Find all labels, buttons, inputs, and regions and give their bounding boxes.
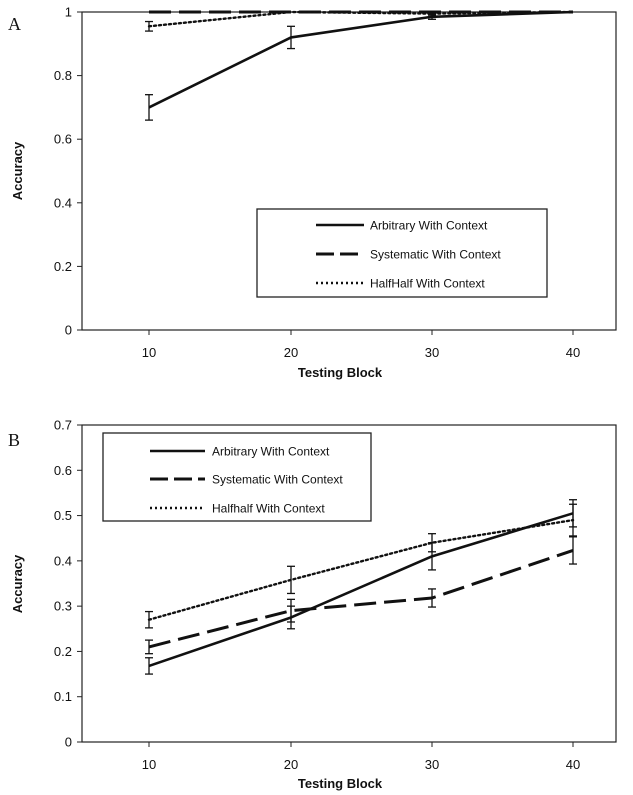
error-bar [145,20,153,32]
error-bar [145,657,153,675]
x-axis-title: Testing Block [298,365,383,380]
panel-label-A: A [8,14,21,34]
y-tick-label: 0.4 [54,553,72,568]
series-line-dotted [147,10,575,28]
y-axis-title: Accuracy [10,554,25,613]
error-bar [428,533,436,553]
y-tick-label: 0.4 [54,195,72,210]
y-tick-label: 0.3 [54,599,72,614]
y-axis-title: Accuracy [10,141,25,200]
y-tick-label: 0.7 [54,418,72,433]
y-tick-label: 0.2 [54,259,72,274]
y-tick-label: 0.2 [54,644,72,659]
y-tick-label: 0 [65,323,72,338]
y-tick-label: 1 [65,5,72,20]
panel-label-B: B [8,430,20,450]
legend-label: Systematic With Context [370,248,501,262]
legend-label: Halfhalf With Context [212,502,325,516]
legend-box [256,208,548,298]
legend-box [102,432,372,522]
y-tick-label: 0.1 [54,689,72,704]
error-bar [428,11,436,16]
y-tick-label: 0.6 [54,463,72,478]
x-tick-label: 10 [142,345,156,360]
y-tick-label: 0.6 [54,132,72,147]
plot-area-frame [81,424,617,743]
error-bar [287,565,295,595]
legend-label: HalfHalf With Context [370,277,485,291]
error-bar [287,25,295,50]
x-tick-label: 30 [425,757,439,772]
error-bar [145,639,153,655]
series-line-solid [148,512,574,668]
error-bar [287,598,295,623]
x-tick-label: 30 [425,345,439,360]
error-bar [145,610,153,629]
x-tick-label: 20 [284,345,298,360]
error-bar [145,94,153,121]
series-line-solid [148,10,574,109]
x-tick-label: 40 [566,757,580,772]
series-line-dotted [147,518,575,621]
x-tick-label: 20 [284,757,298,772]
x-axis-title: Testing Block [298,776,383,791]
legend-label: Systematic With Context [212,473,343,487]
legend-label: Arbitrary With Context [212,445,330,459]
error-bar [569,536,577,565]
y-tick-label: 0.8 [54,68,72,83]
series-line-dashed [148,549,574,649]
error-bar [569,503,577,537]
error-bar [428,588,436,608]
x-tick-label: 10 [142,757,156,772]
legend-label: Arbitrary With Context [370,219,488,233]
y-tick-label: 0.5 [54,508,72,523]
x-tick-label: 40 [566,345,580,360]
y-tick-label: 0 [65,735,72,750]
